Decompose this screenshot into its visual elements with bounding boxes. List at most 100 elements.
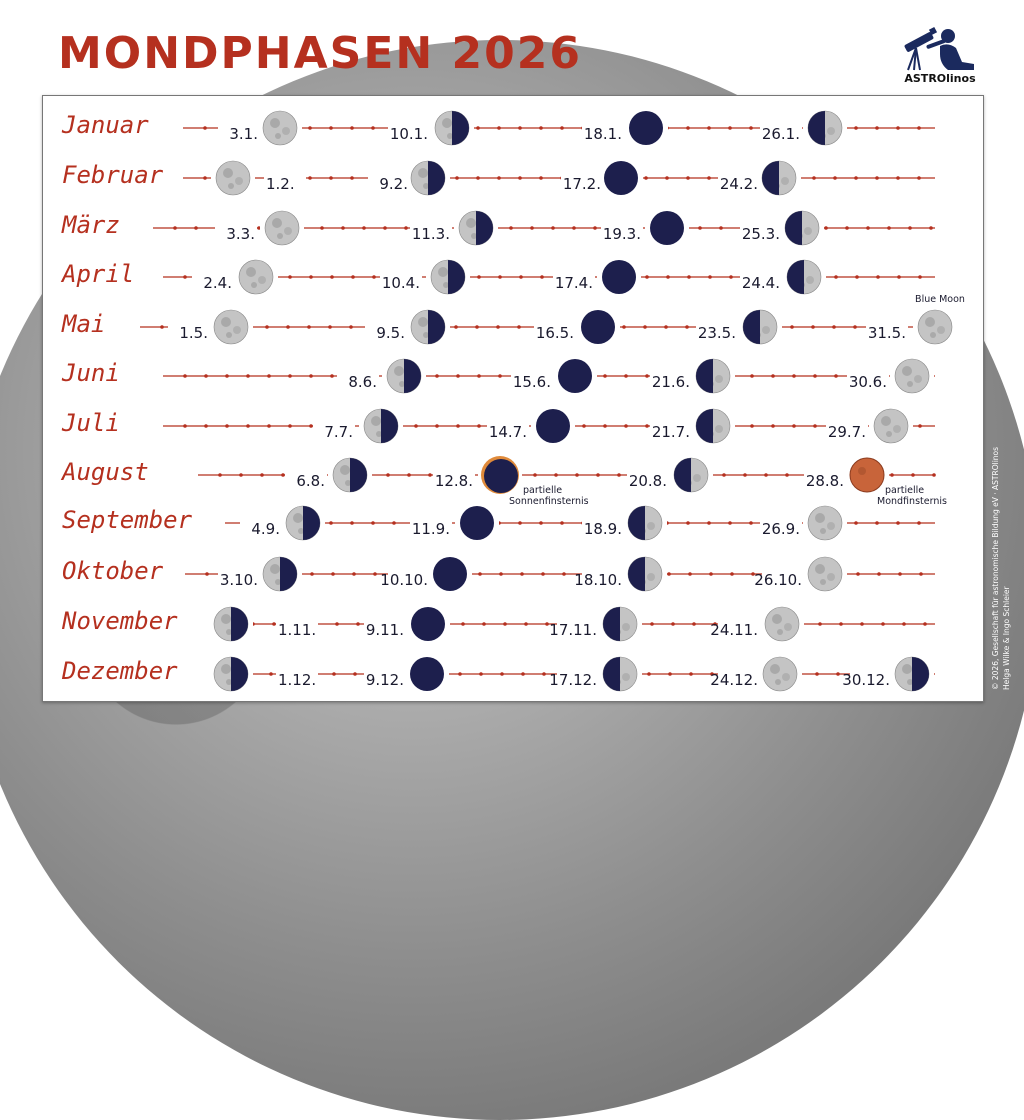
day-tick <box>500 672 504 676</box>
day-tick <box>530 226 534 230</box>
phase-date: 26.9. <box>762 520 800 538</box>
new-moon-icon <box>558 359 592 393</box>
full-moon-icon <box>262 110 298 146</box>
day-tick <box>713 622 717 626</box>
day-tick <box>414 424 418 428</box>
day-tick <box>477 374 481 378</box>
day-tick <box>771 424 775 428</box>
day-tick <box>497 126 501 130</box>
day-tick <box>265 325 269 329</box>
day-tick <box>392 521 396 525</box>
day-tick <box>836 672 840 676</box>
day-tick <box>524 622 528 626</box>
day-tick <box>498 374 502 378</box>
day-tick <box>667 572 671 576</box>
month-label-0: Januar <box>62 111 149 139</box>
day-tick <box>645 424 649 428</box>
day-tick <box>308 176 312 180</box>
phase-date: 9.2. <box>379 175 408 193</box>
day-tick <box>750 424 754 428</box>
day-tick <box>540 275 544 279</box>
phase-date: 8.6. <box>348 373 377 391</box>
day-tick <box>352 572 356 576</box>
day-tick <box>624 424 628 428</box>
day-tick <box>329 521 333 525</box>
day-tick <box>351 275 355 279</box>
day-tick <box>246 424 250 428</box>
day-tick <box>320 226 324 230</box>
day-tick <box>183 275 187 279</box>
blue-moon-note: Blue Moon <box>915 294 965 305</box>
first-quarter-moon-icon <box>627 505 663 541</box>
telescope-kid-icon <box>904 26 974 71</box>
day-tick <box>665 176 669 180</box>
first-quarter-moon-icon <box>807 110 843 146</box>
day-tick <box>603 424 607 428</box>
day-tick <box>917 126 921 130</box>
first-quarter-moon-icon <box>673 457 709 493</box>
day-tick <box>520 572 524 576</box>
day-tick <box>454 325 458 329</box>
new-moon-icon <box>604 161 638 195</box>
full-moon-icon <box>762 656 798 692</box>
new-moon-icon <box>581 310 615 344</box>
day-tick <box>932 473 936 477</box>
day-tick <box>686 126 690 130</box>
last-quarter-moon-icon <box>458 210 494 246</box>
month-label-2: März <box>62 211 120 239</box>
day-tick <box>709 572 713 576</box>
day-tick <box>771 374 775 378</box>
day-tick <box>341 226 345 230</box>
phase-date: 15.6. <box>513 373 551 391</box>
day-tick <box>856 572 860 576</box>
new-moon-icon <box>602 260 636 294</box>
day-tick <box>309 424 313 428</box>
day-tick <box>350 521 354 525</box>
day-tick <box>919 572 923 576</box>
month-row: 3.10. 10.10. 18.10. 26.10. <box>185 556 935 592</box>
day-tick <box>751 572 755 576</box>
eclipse-note: Mondfinsternis <box>877 496 947 507</box>
day-tick <box>335 622 339 626</box>
day-tick <box>288 374 292 378</box>
day-tick <box>647 672 651 676</box>
day-tick <box>624 374 628 378</box>
phase-date: 1.2. <box>266 175 295 193</box>
full-moon-icon <box>764 606 800 642</box>
day-tick <box>332 672 336 676</box>
day-tick <box>929 226 933 230</box>
phase-date: 1.11. <box>278 621 316 639</box>
day-tick <box>645 275 649 279</box>
phase-date: 1.12. <box>278 671 316 689</box>
day-tick <box>519 275 523 279</box>
first-quarter-moon-icon <box>627 556 663 592</box>
day-tick <box>896 176 900 180</box>
phase-date: 18.1. <box>584 125 622 143</box>
day-tick <box>860 622 864 626</box>
day-tick <box>708 275 712 279</box>
day-tick <box>328 325 332 329</box>
day-tick <box>239 473 243 477</box>
last-quarter-moon-icon <box>285 505 321 541</box>
full-moon-icon <box>807 505 843 541</box>
day-tick <box>331 572 335 576</box>
first-quarter-moon-icon <box>602 656 638 692</box>
phase-date: 24.12. <box>710 671 758 689</box>
phase-date: 26.1. <box>762 125 800 143</box>
day-tick <box>518 176 522 180</box>
day-tick <box>551 226 555 230</box>
day-tick <box>875 176 879 180</box>
month-row: 1.11. 9.11. 17.11. 24.11. <box>209 606 935 642</box>
day-tick <box>596 473 600 477</box>
day-tick <box>478 572 482 576</box>
month-row: 4.9. 11.9. 18.9. 26.9. <box>225 505 935 541</box>
day-tick <box>455 176 459 180</box>
day-tick <box>458 672 462 676</box>
phase-date: 9.11. <box>366 621 404 639</box>
day-tick <box>603 374 607 378</box>
day-tick <box>533 473 537 477</box>
day-tick <box>815 672 819 676</box>
day-tick <box>371 126 375 130</box>
day-tick <box>692 622 696 626</box>
day-tick <box>813 424 817 428</box>
